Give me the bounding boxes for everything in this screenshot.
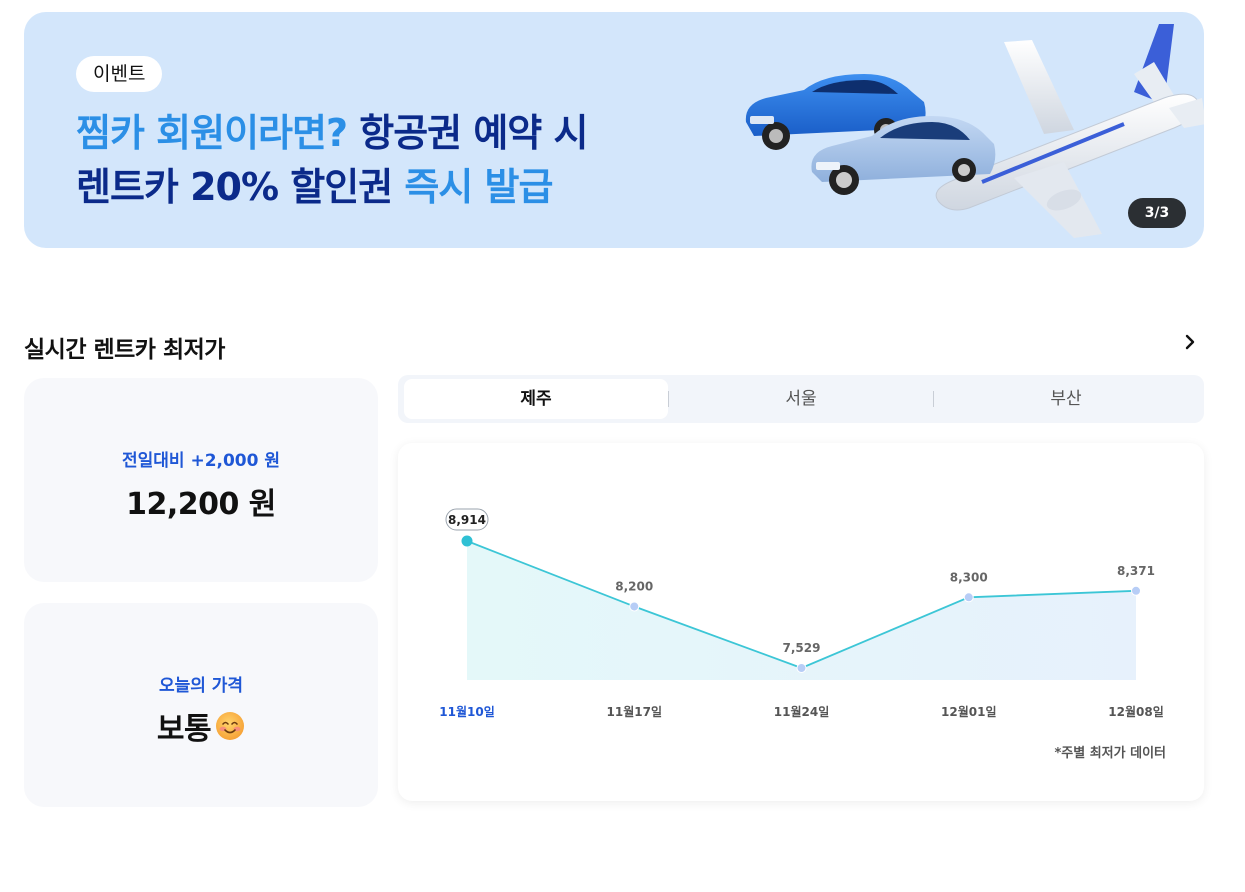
chart-point-1[interactable] bbox=[629, 601, 640, 612]
tab-divider bbox=[933, 391, 934, 407]
today-price-status-text: 보통 bbox=[156, 712, 212, 747]
chart-note: *주별 최저가 데이터 bbox=[1054, 746, 1166, 761]
chart-highlight-bubble bbox=[445, 508, 489, 531]
price-change-card: 전일대비 +2,000 원 12,200 원 bbox=[24, 378, 378, 582]
today-price-label: 오늘의 가격 bbox=[158, 676, 244, 696]
headline-highlight-2: 즉시 발급 bbox=[404, 165, 553, 209]
chart-x-label-0: 11월10일 bbox=[439, 704, 494, 719]
silver-car-icon bbox=[811, 116, 996, 195]
region-tabs: 제주 서울 부산 bbox=[398, 375, 1204, 423]
today-price-status: 보통 bbox=[24, 704, 378, 748]
chart-x-label-4: 12월08일 bbox=[1108, 704, 1163, 719]
cars-and-airplane-illustration bbox=[745, 24, 1204, 238]
weekly-price-chart: 8,914 11월10일 8,200 11월17일 7,529 11월24일 8,300 12… bbox=[439, 508, 1164, 719]
airplane-icon bbox=[935, 24, 1204, 238]
tab-busan[interactable]: 부산 bbox=[1050, 389, 1082, 409]
chart-x-label-1: 11월17일 bbox=[607, 704, 662, 719]
section-title: 실시간 렌트카 최저가 bbox=[24, 337, 225, 363]
lowest-price-value: 12,200 원 bbox=[24, 479, 378, 523]
chart-point-3[interactable] bbox=[963, 592, 974, 603]
tab-seoul[interactable]: 서울 bbox=[785, 389, 817, 409]
price-change-label: 전일대비 +2,000 원 bbox=[121, 451, 281, 471]
chart-value-label-0: 8,914 bbox=[448, 513, 486, 527]
tab-jeju[interactable]: 제주 bbox=[404, 379, 668, 419]
chart-point-0[interactable] bbox=[461, 535, 473, 547]
tab-divider bbox=[668, 391, 669, 407]
chart-value-label-4: 8,371 bbox=[1117, 564, 1155, 578]
headline-highlight-1: 찜카 회원이라면? bbox=[76, 111, 348, 155]
chart-value-label-2: 7,529 bbox=[783, 641, 821, 655]
price-chart-card: 8,914 11월10일 8,200 11월17일 7,529 11월24일 8,300 12… bbox=[398, 443, 1204, 801]
event-banner[interactable]: 이벤트 찜카 회원이라면? 항공권 예약 시 렌트카 20% 할인권 즉시 발급 bbox=[24, 12, 1204, 248]
chevron-right-icon bbox=[1185, 334, 1195, 350]
banner-page-counter: 3/3 bbox=[1128, 198, 1186, 228]
headline-text-2: 렌트카 20% 할인권 bbox=[76, 165, 405, 209]
headline-text-1: 항공권 예약 시 bbox=[347, 111, 588, 155]
event-badge: 이벤트 bbox=[76, 56, 163, 92]
banner-headline: 찜카 회원이라면? 항공권 예약 시 렌트카 20% 할인권 즉시 발급 bbox=[76, 106, 588, 214]
chart-point-2[interactable] bbox=[796, 663, 807, 673]
chart-x-label-2: 11월24일 bbox=[774, 704, 829, 719]
chart-value-label-1: 8,200 bbox=[615, 579, 653, 593]
chart-value-label-3: 8,300 bbox=[950, 570, 988, 584]
chart-point-4[interactable] bbox=[1131, 585, 1141, 596]
chart-x-label-3: 12월01일 bbox=[941, 704, 996, 719]
section-more-button[interactable] bbox=[1176, 328, 1204, 356]
lowest-price-text: 12,200 원 bbox=[126, 487, 276, 522]
today-price-card: 오늘의 가격 보통 bbox=[24, 603, 378, 807]
chart-area-fill bbox=[467, 541, 1136, 680]
smiling-face-emoji-icon bbox=[216, 712, 245, 740]
